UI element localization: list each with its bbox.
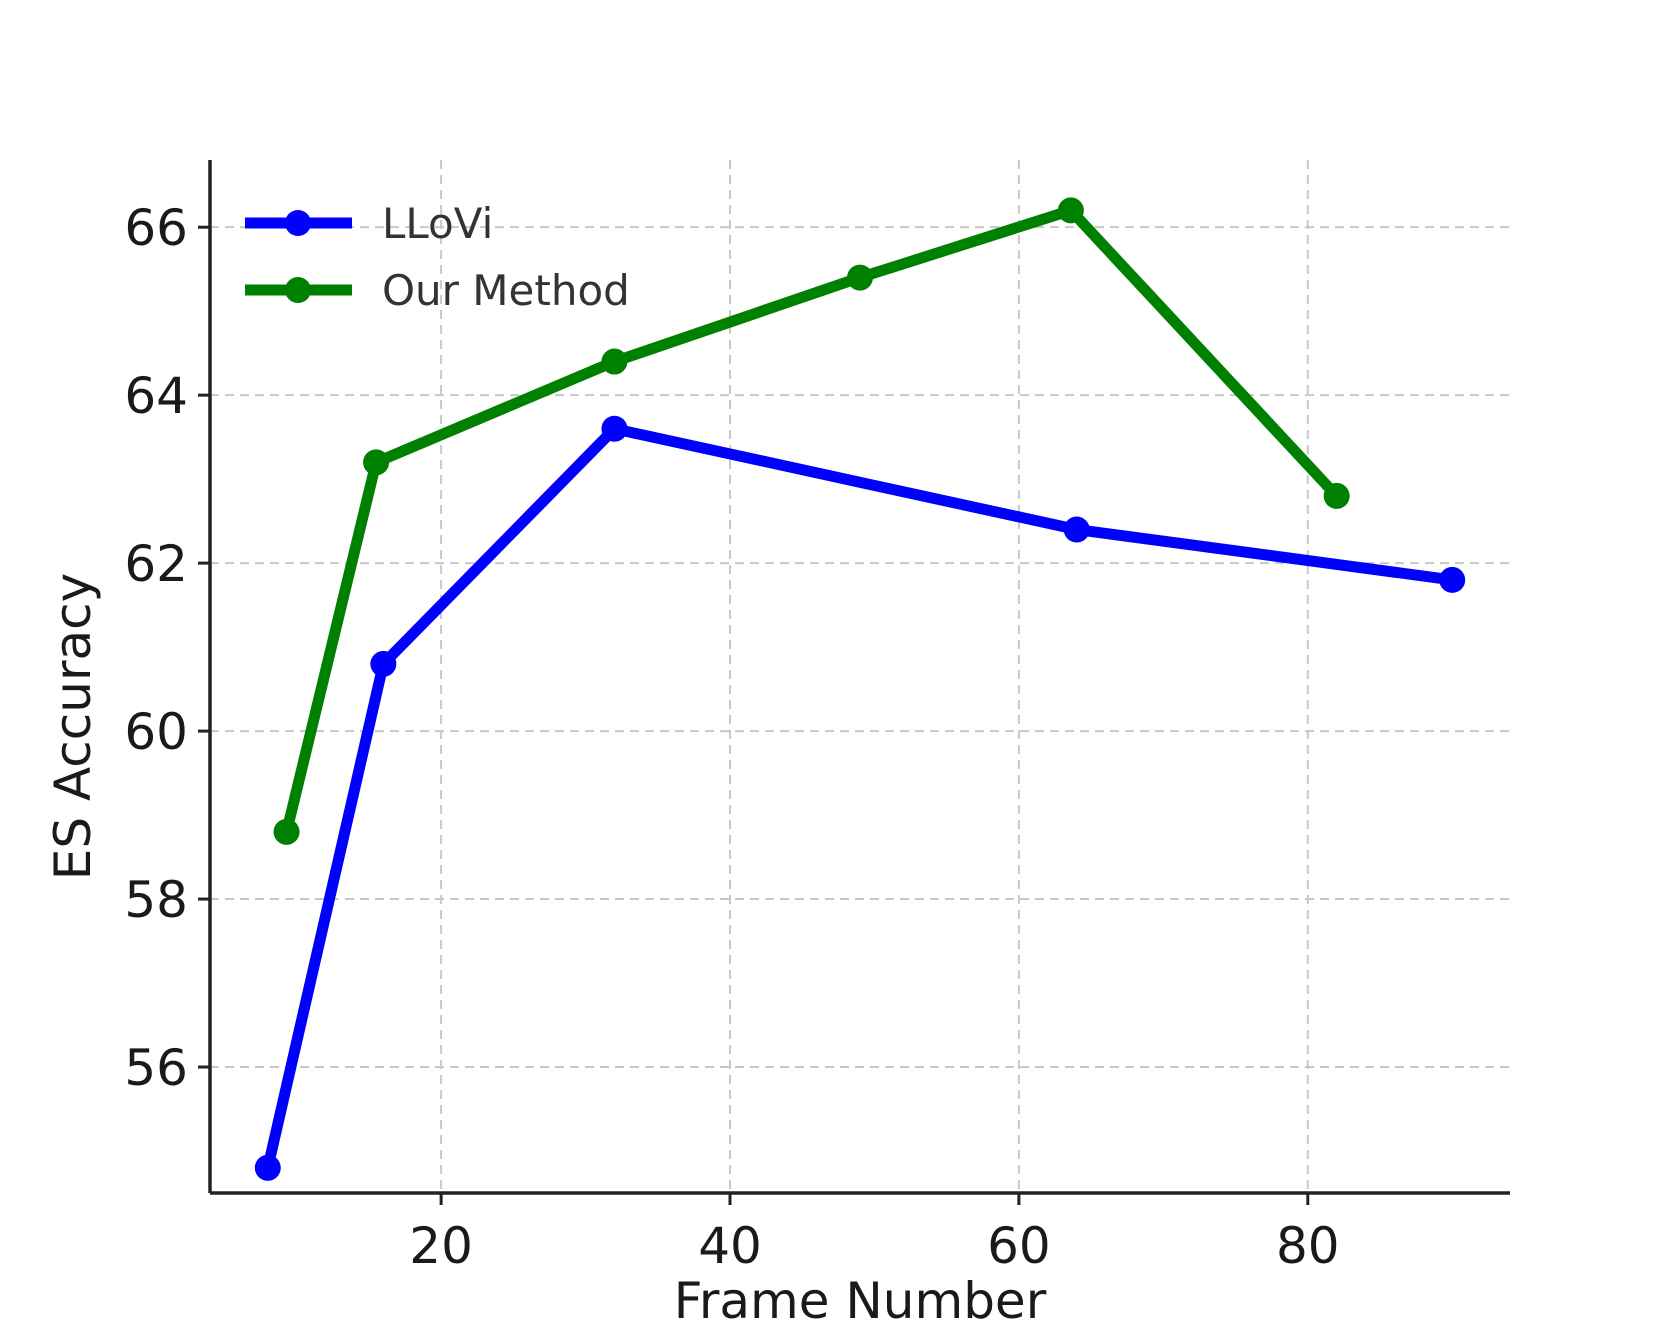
legend-swatch-marker: [285, 210, 311, 236]
series-1: [273, 197, 1350, 845]
x-tick-label: 20: [409, 1217, 473, 1275]
x-tick-label: 60: [987, 1217, 1051, 1275]
data-point: [601, 348, 628, 375]
data-point: [1057, 197, 1084, 224]
legend-item: LLoVi: [245, 199, 493, 248]
series: [254, 197, 1466, 1181]
data-point: [601, 415, 628, 442]
y-tick-label: 66: [124, 199, 188, 257]
y-tick-label: 56: [124, 1039, 188, 1097]
y-tick-label: 58: [124, 871, 188, 929]
series-line: [262, 423, 1458, 1174]
legend-label: LLoVi: [382, 199, 493, 248]
data-point: [1323, 482, 1350, 509]
legend-swatch-marker: [285, 277, 311, 303]
grid: [210, 160, 1510, 1193]
x-axis-title: Frame Number: [674, 1272, 1047, 1329]
ticks: 20 40 60 80 56 58 60 62 64 66: [124, 199, 1339, 1275]
legend: LLoVi Our Method: [245, 199, 630, 315]
series-0: [254, 415, 1466, 1181]
data-point: [273, 818, 300, 845]
data-point: [363, 449, 390, 476]
y-axis-title: ES Accuracy: [44, 573, 102, 881]
x-tick-label: 40: [698, 1217, 762, 1275]
legend-item: Our Method: [245, 266, 630, 315]
x-tick-label: 80: [1276, 1217, 1340, 1275]
axes: [208, 160, 1510, 1195]
data-point: [254, 1154, 281, 1181]
y-tick-label: 62: [124, 535, 188, 593]
y-tick-label: 60: [124, 703, 188, 761]
data-point: [1439, 566, 1466, 593]
data-point: [370, 650, 397, 677]
data-point: [847, 264, 873, 291]
legend-label: Our Method: [382, 266, 630, 315]
y-tick-label: 64: [124, 367, 188, 425]
series-line: [281, 204, 1343, 838]
data-point: [1063, 516, 1090, 543]
